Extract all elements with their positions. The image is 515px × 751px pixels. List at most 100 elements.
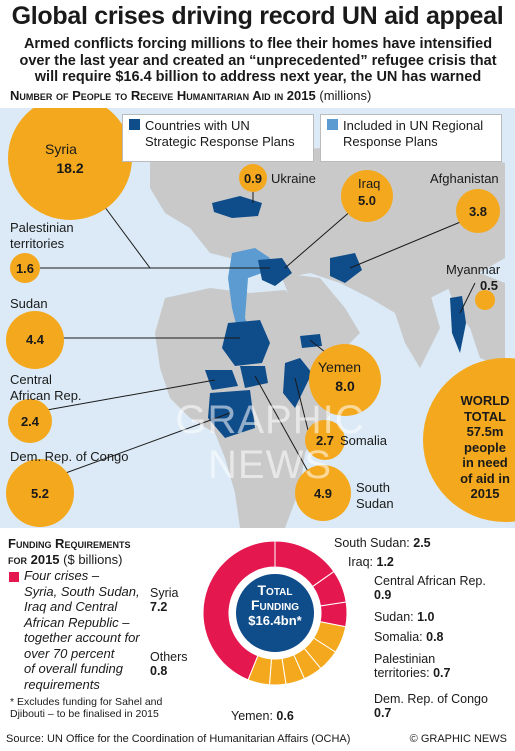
- flabel-car-name: Central African Rep.: [374, 574, 486, 588]
- flabel-sudan-value: 1.0: [417, 610, 435, 624]
- key-text-line: Iraq and Central: [24, 599, 118, 614]
- myanmar-shape: [450, 296, 466, 353]
- bubble-iraq: [341, 170, 393, 222]
- value-yemen: 8.0: [335, 378, 355, 394]
- value-afghanistan: 3.8: [468, 204, 488, 219]
- world-total-line6: of aid in: [460, 470, 510, 486]
- flabel-car: Central African Rep. 0.9: [374, 574, 486, 602]
- label-palestinian-1: Palestinian: [10, 220, 74, 235]
- world-total-line7: 2015: [470, 486, 500, 501]
- label-iraq: Iraq: [358, 176, 381, 191]
- flabel-pal: Palestinian territories: 0.7: [374, 652, 450, 680]
- regional-plan-region: [228, 248, 270, 340]
- bubble-car: [8, 399, 52, 443]
- afghanistan-shape: [330, 253, 362, 283]
- credit-note: © GRAPHIC NEWS: [409, 733, 507, 745]
- world-total-text: WORLD TOTAL 57.5m people in need of aid …: [440, 393, 515, 502]
- label-drc: Dem. Rep. of Congo: [10, 449, 129, 464]
- bubble-yemen: [309, 344, 381, 416]
- flabel-drc-name: Dem. Rep. of Congo: [374, 692, 488, 706]
- flabel-others: Others 0.8: [150, 650, 188, 678]
- value-somalia: 2.7: [315, 433, 335, 448]
- flabel-yemen-value: 0.6: [276, 709, 294, 723]
- donut-center-1: Total: [257, 582, 293, 598]
- drc-shape: [208, 390, 255, 438]
- key-text-line: of overall funding: [24, 661, 124, 676]
- label-syria: Syria: [45, 141, 77, 157]
- bubble-palestinian: [10, 253, 40, 283]
- funding-heading-1: Funding Requirements: [8, 536, 131, 551]
- flabel-others-name: Others: [150, 650, 188, 664]
- donut-center-circle: [234, 572, 316, 654]
- flabel-sudan: Sudan: 1.0: [374, 610, 435, 624]
- label-myanmar: Myanmar: [446, 262, 501, 277]
- donut-center-3: $16.4bn*: [248, 613, 302, 628]
- africa-landmass: [155, 288, 350, 528]
- funding-heading-2-wrap: for 2015 ($ billions): [8, 552, 122, 567]
- page-title: Global crises driving record UN aid appe…: [11, 2, 504, 30]
- value-ukraine: 0.9: [243, 171, 263, 186]
- value-drc: 5.2: [30, 486, 50, 501]
- label-ssudan-2: Sudan: [356, 496, 394, 511]
- flabel-car-value: 0.9: [374, 588, 392, 602]
- europe-landmass: [150, 138, 505, 313]
- key-swatch: [9, 572, 19, 582]
- donut-center-2: Funding: [251, 597, 299, 613]
- value-myanmar: 0.5: [479, 278, 499, 293]
- funding-donut: [202, 540, 348, 686]
- legend-swatch-strategic: [129, 119, 140, 130]
- bubble-myanmar: [475, 290, 495, 310]
- legend-regional-line2: Response Plans: [343, 134, 438, 149]
- key-text: Four crises – Syria, South Sudan, Iraq and…: [24, 568, 140, 692]
- label-car-2: African Rep.: [10, 388, 82, 403]
- india-landmass: [390, 288, 440, 368]
- world-total-line1: WORLD: [460, 393, 510, 408]
- bubble-ssudan: [295, 465, 351, 521]
- label-palestinian-2: territories: [10, 236, 65, 251]
- flabel-drc-value: 0.7: [374, 706, 392, 720]
- footnote-line: Djibouti – to be finalised in 2015: [10, 708, 159, 720]
- flabel-somalia: Somalia: 0.8: [374, 630, 444, 644]
- flabel-iraq-value: 1.2: [376, 555, 394, 569]
- bubble-world-total: [423, 358, 515, 522]
- legend-strategic: Countries with UN Strategic Response Pla…: [122, 114, 314, 162]
- legend-regional-line1: Included in UN Regional: [343, 118, 484, 133]
- legend-swatch-regional: [327, 119, 338, 130]
- value-ssudan: 4.9: [313, 486, 333, 501]
- somalia-shape: [283, 358, 312, 408]
- label-car-1: Central: [10, 372, 52, 387]
- bubble-ukraine: [239, 164, 267, 192]
- world-total-line5: in need: [462, 455, 508, 470]
- south-sudan-shape: [240, 366, 268, 388]
- arabia-landmass: [280, 273, 360, 353]
- bubble-sudan: [6, 311, 64, 369]
- world-total-line3: 57.5m: [466, 424, 504, 439]
- value-iraq: 5.0: [357, 193, 377, 208]
- bubble-somalia: [305, 420, 345, 460]
- flabel-yemen: Yemen: 0.6: [231, 709, 294, 723]
- flabel-iraq: Iraq: 1.2: [348, 555, 394, 569]
- funding-section: Funding Requirements for 2015 ($ billion…: [0, 528, 515, 733]
- label-somalia: Somalia: [340, 433, 387, 448]
- flabel-pal-name1: Palestinian: [374, 652, 436, 666]
- map-heading-text: Number of People to Receive Humanitarian…: [10, 88, 316, 103]
- flabel-syria-name: Syria: [150, 586, 179, 600]
- map-heading-unit: (millions): [319, 88, 372, 103]
- bubble-afghanistan: [456, 189, 500, 233]
- legend-strategic-line1: Countries with UN: [145, 118, 250, 133]
- flabel-pal-name2: territories:: [374, 666, 430, 680]
- flabel-iraq-name: Iraq:: [348, 555, 374, 569]
- world-total-line2: TOTAL: [463, 408, 507, 424]
- bubble-syria: [8, 108, 132, 220]
- flabel-sudan-name: Sudan:: [374, 610, 414, 624]
- funding-heading-2: for 2015: [8, 552, 60, 567]
- flabel-syria: Syria 7.2: [150, 586, 178, 614]
- donut-center-text: Total Funding $16.4bn*: [232, 582, 318, 629]
- footnote-line: * Excludes funding for Sahel and: [10, 696, 163, 708]
- source-note: Source: UN Office for the Coordination o…: [6, 733, 351, 745]
- map-section-heading: Number of People to Receive Humanitarian…: [10, 88, 371, 103]
- key-text-line: Syria, South Sudan,: [24, 583, 140, 599]
- aid-map: GRAPHIC NEWS Countries with UN Strategic…: [0, 108, 515, 528]
- key-text-line: African Republic –: [24, 614, 130, 630]
- value-car: 2.4: [20, 414, 40, 429]
